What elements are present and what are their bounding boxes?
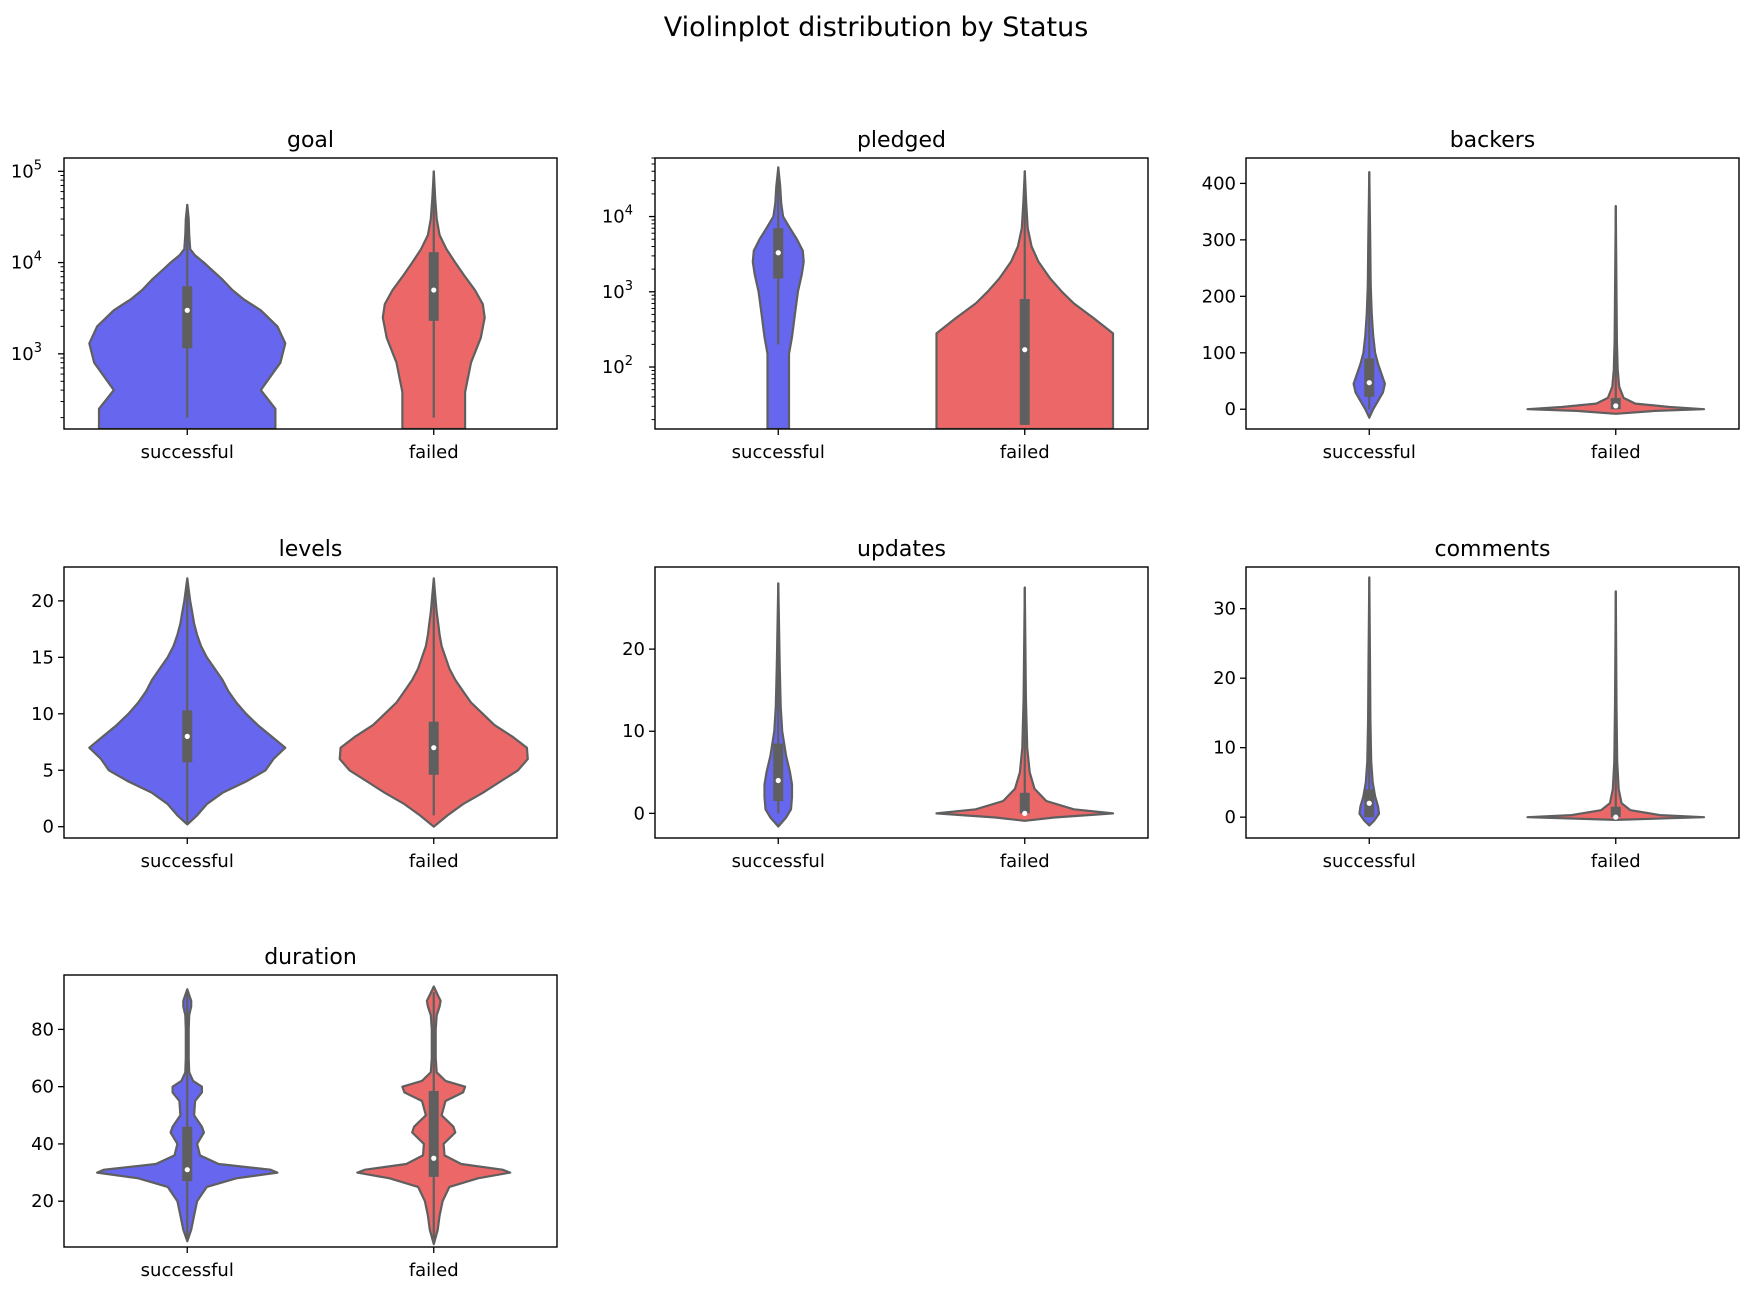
plot-area	[655, 567, 1148, 838]
median-failed	[431, 745, 437, 751]
x-tick-label: successful	[141, 851, 234, 872]
y-tick-label: 20	[1213, 668, 1236, 689]
axes-frame	[654, 566, 1149, 839]
panel-goal: goal successful failed 103 104 105	[11, 128, 558, 463]
y-tick-label: 10	[1213, 738, 1236, 759]
box-failed	[1019, 299, 1030, 425]
median-successful	[184, 307, 190, 313]
x-tick-label: failed	[409, 851, 459, 872]
median-failed	[1022, 347, 1028, 353]
median-successful	[775, 777, 781, 784]
x-tick-label: failed	[1000, 442, 1050, 463]
y-tick-label: 104	[11, 250, 42, 274]
violin-group	[96, 985, 512, 1246]
x-tick-label: successful	[732, 851, 825, 872]
y-tick-label: 103	[11, 341, 42, 365]
panel-title: duration	[264, 945, 357, 970]
y-tick-label: 20	[31, 591, 54, 612]
y-tick-label: 10	[622, 721, 645, 742]
y-tick-label: 200	[1202, 286, 1236, 307]
y-tick-label: 40	[31, 1134, 54, 1155]
box-failed	[428, 1090, 439, 1177]
panel-backers: backers successful failed 0 100 200 300 400	[1202, 128, 1740, 463]
x-tick-label: failed	[409, 1260, 459, 1281]
median-failed	[1022, 810, 1028, 816]
panel-updates: updates successful failed 0 10 20	[622, 537, 1149, 872]
violin-group	[1352, 171, 1706, 419]
y-tick-label: 80	[31, 1019, 54, 1040]
axes-frame	[1245, 566, 1740, 839]
box-failed	[1019, 792, 1030, 814]
x-tick-label: failed	[1000, 851, 1050, 872]
y-tick-label: 60	[31, 1077, 54, 1098]
axes-frame	[63, 566, 558, 839]
plot-area	[64, 975, 557, 1247]
y-tick-label: 100	[1202, 343, 1236, 364]
y-tick-label: 15	[31, 647, 54, 668]
y-tick-label: 104	[602, 204, 633, 228]
panel-comments: comments successful failed 0 10 20 30	[1213, 537, 1740, 872]
box-successful	[1364, 358, 1375, 397]
y-tick-label: 0	[1225, 807, 1236, 828]
y-tick-label: 102	[602, 354, 633, 378]
median-failed	[431, 1155, 437, 1161]
box-successful	[182, 1126, 193, 1182]
x-tick-label: successful	[732, 442, 825, 463]
box-successful	[182, 286, 193, 349]
median-failed	[1613, 814, 1619, 820]
violin-group	[88, 577, 529, 828]
median-successful	[184, 1167, 190, 1173]
y-tick-label: 0	[1225, 399, 1236, 420]
y-tick-label: 300	[1202, 230, 1236, 251]
y-tick-label: 10	[31, 704, 54, 725]
box-failed	[428, 252, 439, 321]
y-tick-label: 5	[43, 760, 54, 781]
median-successful	[1366, 380, 1372, 386]
median-failed	[1613, 403, 1619, 409]
y-tick-label: 20	[622, 639, 645, 660]
violin-group	[88, 170, 486, 429]
figure-title: Violinplot distribution by Status	[664, 12, 1089, 43]
panel-title: updates	[857, 537, 946, 562]
x-tick-label: successful	[141, 442, 234, 463]
panel-title: pledged	[857, 128, 946, 153]
x-tick-label: successful	[1323, 442, 1416, 463]
box-successful	[773, 743, 784, 802]
median-failed	[431, 287, 437, 293]
box-failed	[1610, 806, 1621, 818]
x-tick-label: successful	[141, 1260, 234, 1281]
y-tick-label: 20	[31, 1191, 54, 1212]
median-successful	[1366, 800, 1372, 806]
panel-title: backers	[1450, 128, 1536, 153]
violin-group	[1358, 576, 1706, 827]
y-tick-label: 0	[43, 817, 54, 838]
panel-levels: levels successful failed 0 5 10 15 20	[31, 537, 558, 872]
axes-frame	[63, 157, 558, 430]
plot-area	[1246, 567, 1739, 838]
median-successful	[184, 733, 190, 739]
y-tick-label: 30	[1213, 599, 1236, 620]
y-tick-label: 0	[634, 803, 645, 824]
panel-title: comments	[1435, 537, 1551, 562]
panel-title: levels	[279, 537, 343, 562]
median-successful	[775, 250, 781, 256]
x-tick-label: failed	[1591, 442, 1641, 463]
x-tick-label: failed	[409, 442, 459, 463]
y-tick-label: 105	[11, 158, 42, 182]
plot-area	[1246, 158, 1739, 429]
x-tick-label: successful	[1323, 851, 1416, 872]
y-tick-label: 103	[602, 279, 633, 303]
y-tick-label: 400	[1202, 173, 1236, 194]
panel-pledged: pledged successful failed 102 103 104	[602, 128, 1149, 463]
panel-duration: duration successful failed 20 40 60 80	[31, 945, 558, 1281]
axes-frame	[654, 157, 1149, 430]
violin-group	[763, 582, 1115, 828]
violin-group	[751, 166, 1115, 429]
axes-frame	[1245, 157, 1740, 430]
axes-frame	[63, 974, 558, 1248]
panel-title: goal	[287, 128, 334, 153]
x-tick-label: failed	[1591, 851, 1641, 872]
